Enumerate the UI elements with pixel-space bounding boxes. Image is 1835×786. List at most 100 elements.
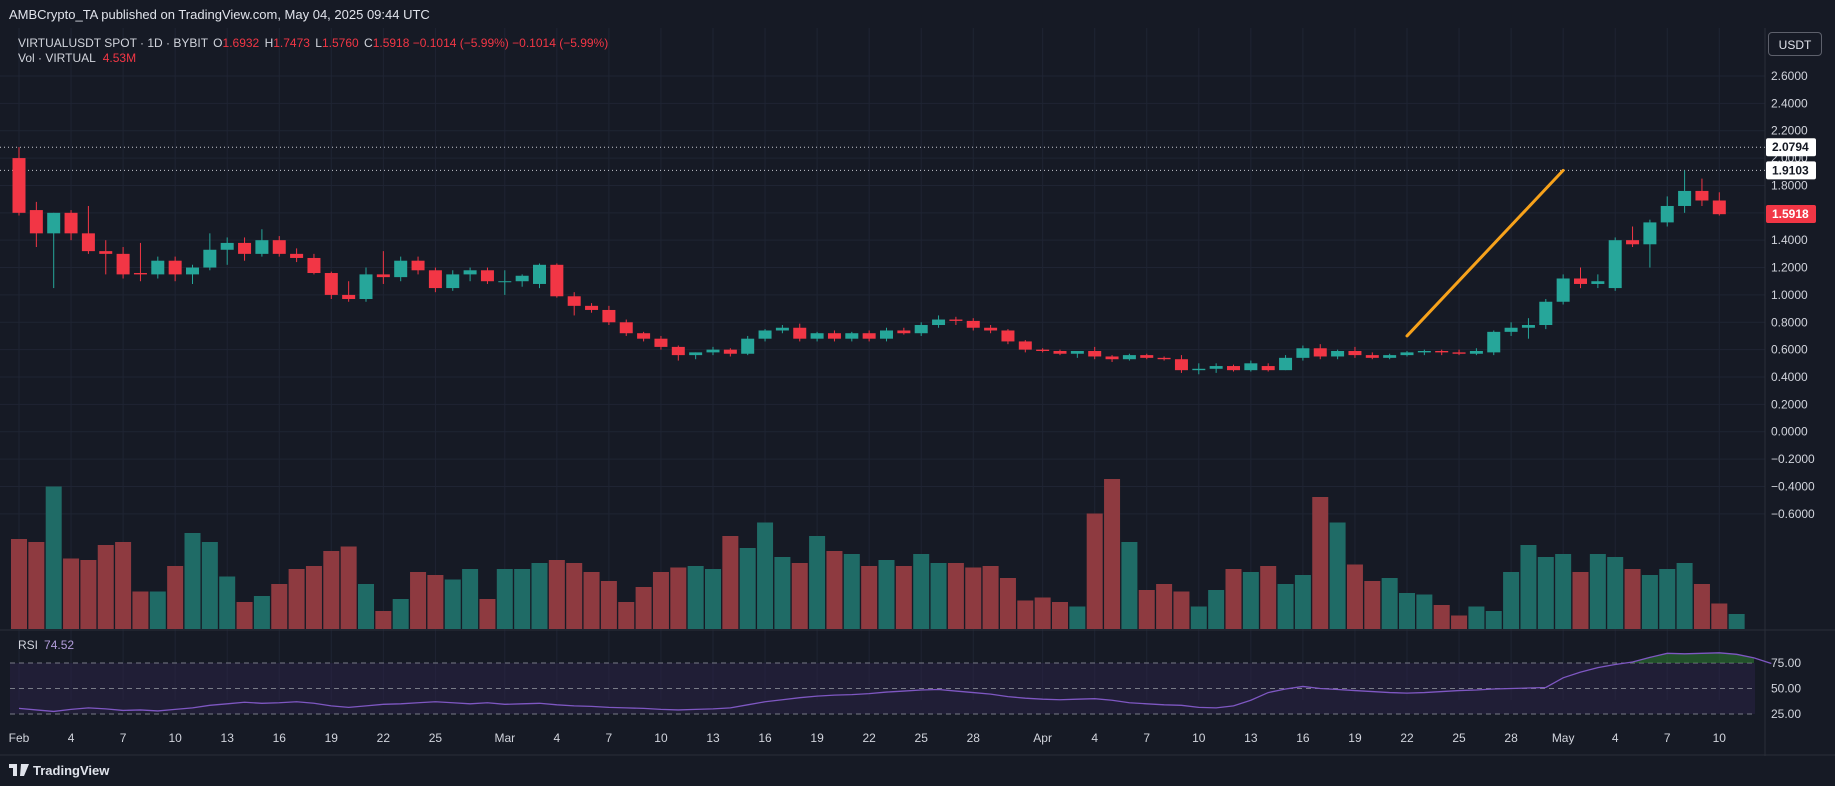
volume-bar <box>1693 584 1710 629</box>
chart-legend: VIRTUALUSDT SPOT · 1D · BYBIT O1.6932 H1… <box>18 34 608 52</box>
candle-body <box>723 349 737 354</box>
candle-body <box>1070 351 1084 354</box>
candle-body <box>1678 190 1692 206</box>
x-tick-label: 22 <box>377 731 391 745</box>
candle-body <box>585 305 599 310</box>
candle-body <box>1504 327 1518 332</box>
volume-bar <box>1659 569 1676 629</box>
volume-bar <box>45 486 62 629</box>
candle-body <box>81 233 95 252</box>
y-tick-label: 0.0000 <box>1771 425 1808 439</box>
candle-body <box>1608 240 1622 289</box>
x-tick-label: 10 <box>1713 731 1727 745</box>
volume-bar <box>236 602 253 629</box>
candle-body <box>654 338 668 347</box>
volume-bar <box>1589 554 1606 629</box>
y-tick-label: 1.2000 <box>1771 261 1808 275</box>
volume-bar <box>462 569 479 629</box>
volume-bar <box>1329 522 1346 629</box>
candle-body <box>1400 352 1414 356</box>
candle-body <box>1140 355 1154 358</box>
candle-body <box>827 333 841 339</box>
y-tick-label: 1.4000 <box>1771 233 1808 247</box>
candle-body <box>1591 281 1605 284</box>
volume-bar <box>913 554 930 629</box>
y-tick-label: 2.6000 <box>1771 69 1808 83</box>
volume-bar <box>1190 606 1207 629</box>
volume-bar <box>184 533 201 629</box>
volume-bar <box>1676 563 1693 629</box>
candle-body <box>1122 355 1136 360</box>
volume-bar <box>1312 497 1329 629</box>
candle-body <box>1018 341 1032 350</box>
volume-bar <box>375 611 392 629</box>
volume-bar <box>444 579 461 629</box>
x-tick-label: Mar <box>494 731 515 745</box>
volume-bar <box>878 560 895 629</box>
volume-bar <box>635 587 652 629</box>
x-tick-label: 25 <box>1452 731 1466 745</box>
volume-bar <box>583 572 600 629</box>
legend-symbol: VIRTUALUSDT SPOT · 1D · BYBIT <box>18 36 208 50</box>
volume-bar <box>947 563 964 629</box>
volume-bar <box>1104 479 1121 629</box>
publish-bar: AMBCrypto_TA published on TradingView.co… <box>0 0 1835 28</box>
y-tick-label: −0.4000 <box>1771 479 1815 493</box>
x-tick-label: 28 <box>967 731 981 745</box>
candle-body <box>394 260 408 278</box>
footer: TradingView <box>0 756 1835 786</box>
volume-bar <box>1607 557 1624 629</box>
candle-body <box>411 260 425 271</box>
trend-line <box>1405 168 1565 338</box>
candle-body <box>324 273 338 295</box>
candle-body <box>1539 301 1553 326</box>
chart[interactable]: 2.60002.40002.20002.00001.80001.60001.40… <box>0 28 1835 756</box>
volume-bar <box>514 569 531 629</box>
volume-bar <box>1225 569 1242 629</box>
candle-body <box>359 274 373 300</box>
volume-bar <box>861 566 878 629</box>
volume-bar <box>323 551 340 629</box>
volume-bar <box>965 567 982 629</box>
candle-body <box>1574 278 1587 284</box>
volume-bar <box>600 581 617 629</box>
x-tick-label: 13 <box>221 731 235 745</box>
volume-bar <box>618 602 635 629</box>
y-tick-label: 2.2000 <box>1771 124 1808 138</box>
candle-body <box>845 333 859 339</box>
volume-bar <box>791 563 808 629</box>
candle-body <box>220 242 234 250</box>
candle-body <box>637 333 651 339</box>
candle-body <box>810 333 824 339</box>
volume-bar <box>999 578 1016 629</box>
volume-bar <box>1503 572 1520 629</box>
candle-body <box>1365 355 1379 358</box>
volume-bar <box>809 536 826 629</box>
currency-button[interactable]: USDT <box>1768 32 1822 56</box>
tradingview-logo-icon <box>9 764 29 776</box>
x-tick-label: 7 <box>606 731 613 745</box>
candle-body <box>290 253 304 258</box>
volume-bar <box>1017 600 1034 629</box>
candle-body <box>550 264 564 297</box>
candle-body <box>602 309 616 323</box>
volume-bar <box>670 567 687 629</box>
candle-body <box>880 330 893 339</box>
volume-bar <box>1208 590 1225 629</box>
candle-body <box>1435 351 1449 353</box>
candle-body <box>168 260 182 275</box>
candle-body <box>1313 348 1327 357</box>
candle-body <box>1244 363 1258 371</box>
candle-body <box>914 325 928 334</box>
candle-body <box>897 330 911 334</box>
x-tick-label: 22 <box>862 731 876 745</box>
volume-bar <box>757 522 774 629</box>
x-tick-label: Apr <box>1033 731 1052 745</box>
x-tick-label: Feb <box>9 731 30 745</box>
volume-bar <box>1624 569 1641 629</box>
volume-bar <box>358 584 374 629</box>
volume-legend: Vol · VIRTUAL 4.53M <box>18 51 136 65</box>
volume-bar <box>288 569 305 629</box>
x-tick-label: 22 <box>1400 731 1414 745</box>
candle-body <box>1626 240 1640 245</box>
